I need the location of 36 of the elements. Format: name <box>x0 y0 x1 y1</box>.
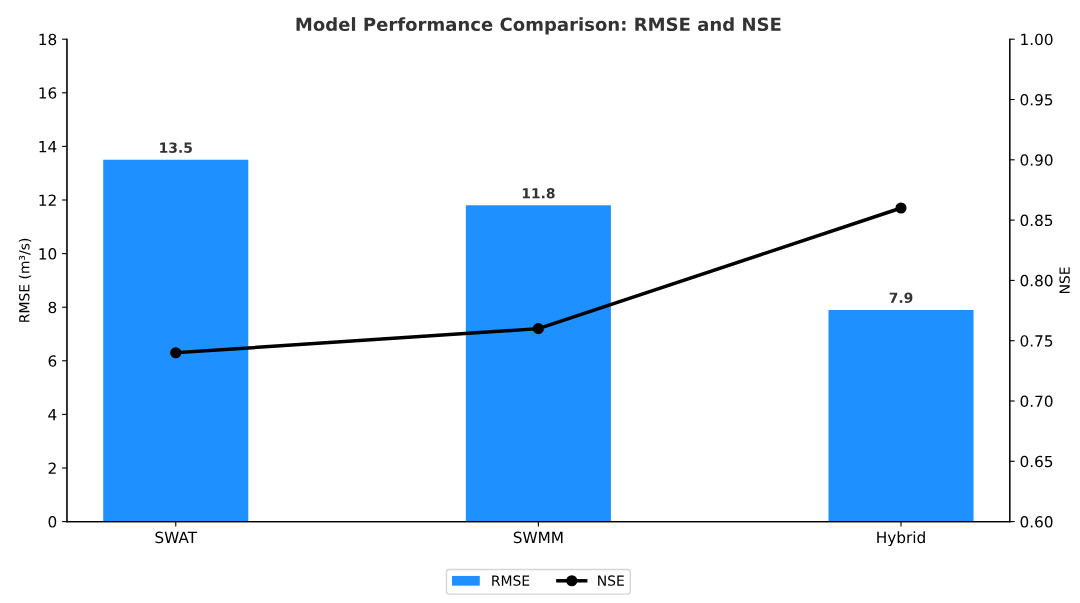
data-label: 7.9 <box>889 292 913 304</box>
y2-tick-label: 0.60 <box>1020 516 1053 528</box>
chart-title: Model Performance Comparison: RMSE and NSE <box>296 17 781 35</box>
bar <box>828 309 974 522</box>
y2-tick-label: 0.65 <box>1020 455 1053 468</box>
y2-tick-label: 0.95 <box>1020 93 1053 106</box>
y-tick-label: 4 <box>48 409 57 421</box>
bar <box>465 205 611 522</box>
bar <box>103 159 249 522</box>
y-tick-label: 12 <box>39 194 56 206</box>
y2-axis-title: NSE <box>1059 267 1070 294</box>
y2-tick-label: 0.90 <box>1020 154 1053 166</box>
y-tick-label: 0 <box>48 516 57 528</box>
x-tick-label: SWAT <box>155 531 198 544</box>
data-label: 13.5 <box>160 142 192 153</box>
x-tick-label: SWMM <box>513 531 563 544</box>
y-tick-label: 14 <box>39 141 57 153</box>
y2-tick-label: 1.00 <box>1021 33 1053 46</box>
point <box>532 323 544 335</box>
x-tick-label: Hybrid <box>877 531 925 547</box>
y2-tick-label: 0.70 <box>1020 395 1053 408</box>
y-tick-label: 2 <box>48 462 56 474</box>
y2-tick-label: 0.75 <box>1020 335 1053 347</box>
legend-label: RMSE <box>492 575 530 586</box>
y-tick-label: 18 <box>39 33 57 46</box>
point <box>895 202 907 214</box>
data-label: 11.8 <box>522 187 555 199</box>
y-tick-label: 10 <box>39 248 57 260</box>
legend-label: NSE <box>598 575 624 586</box>
y-tick-label: 6 <box>48 355 57 367</box>
y-tick-label: 16 <box>39 87 57 99</box>
y2-tick-label: 0.85 <box>1020 214 1053 227</box>
y2-tick-label: 0.80 <box>1020 274 1053 287</box>
y-tick-label: 8 <box>48 301 57 314</box>
point <box>170 347 182 359</box>
y-axis-title: RMSE (m³/s) <box>18 238 32 322</box>
